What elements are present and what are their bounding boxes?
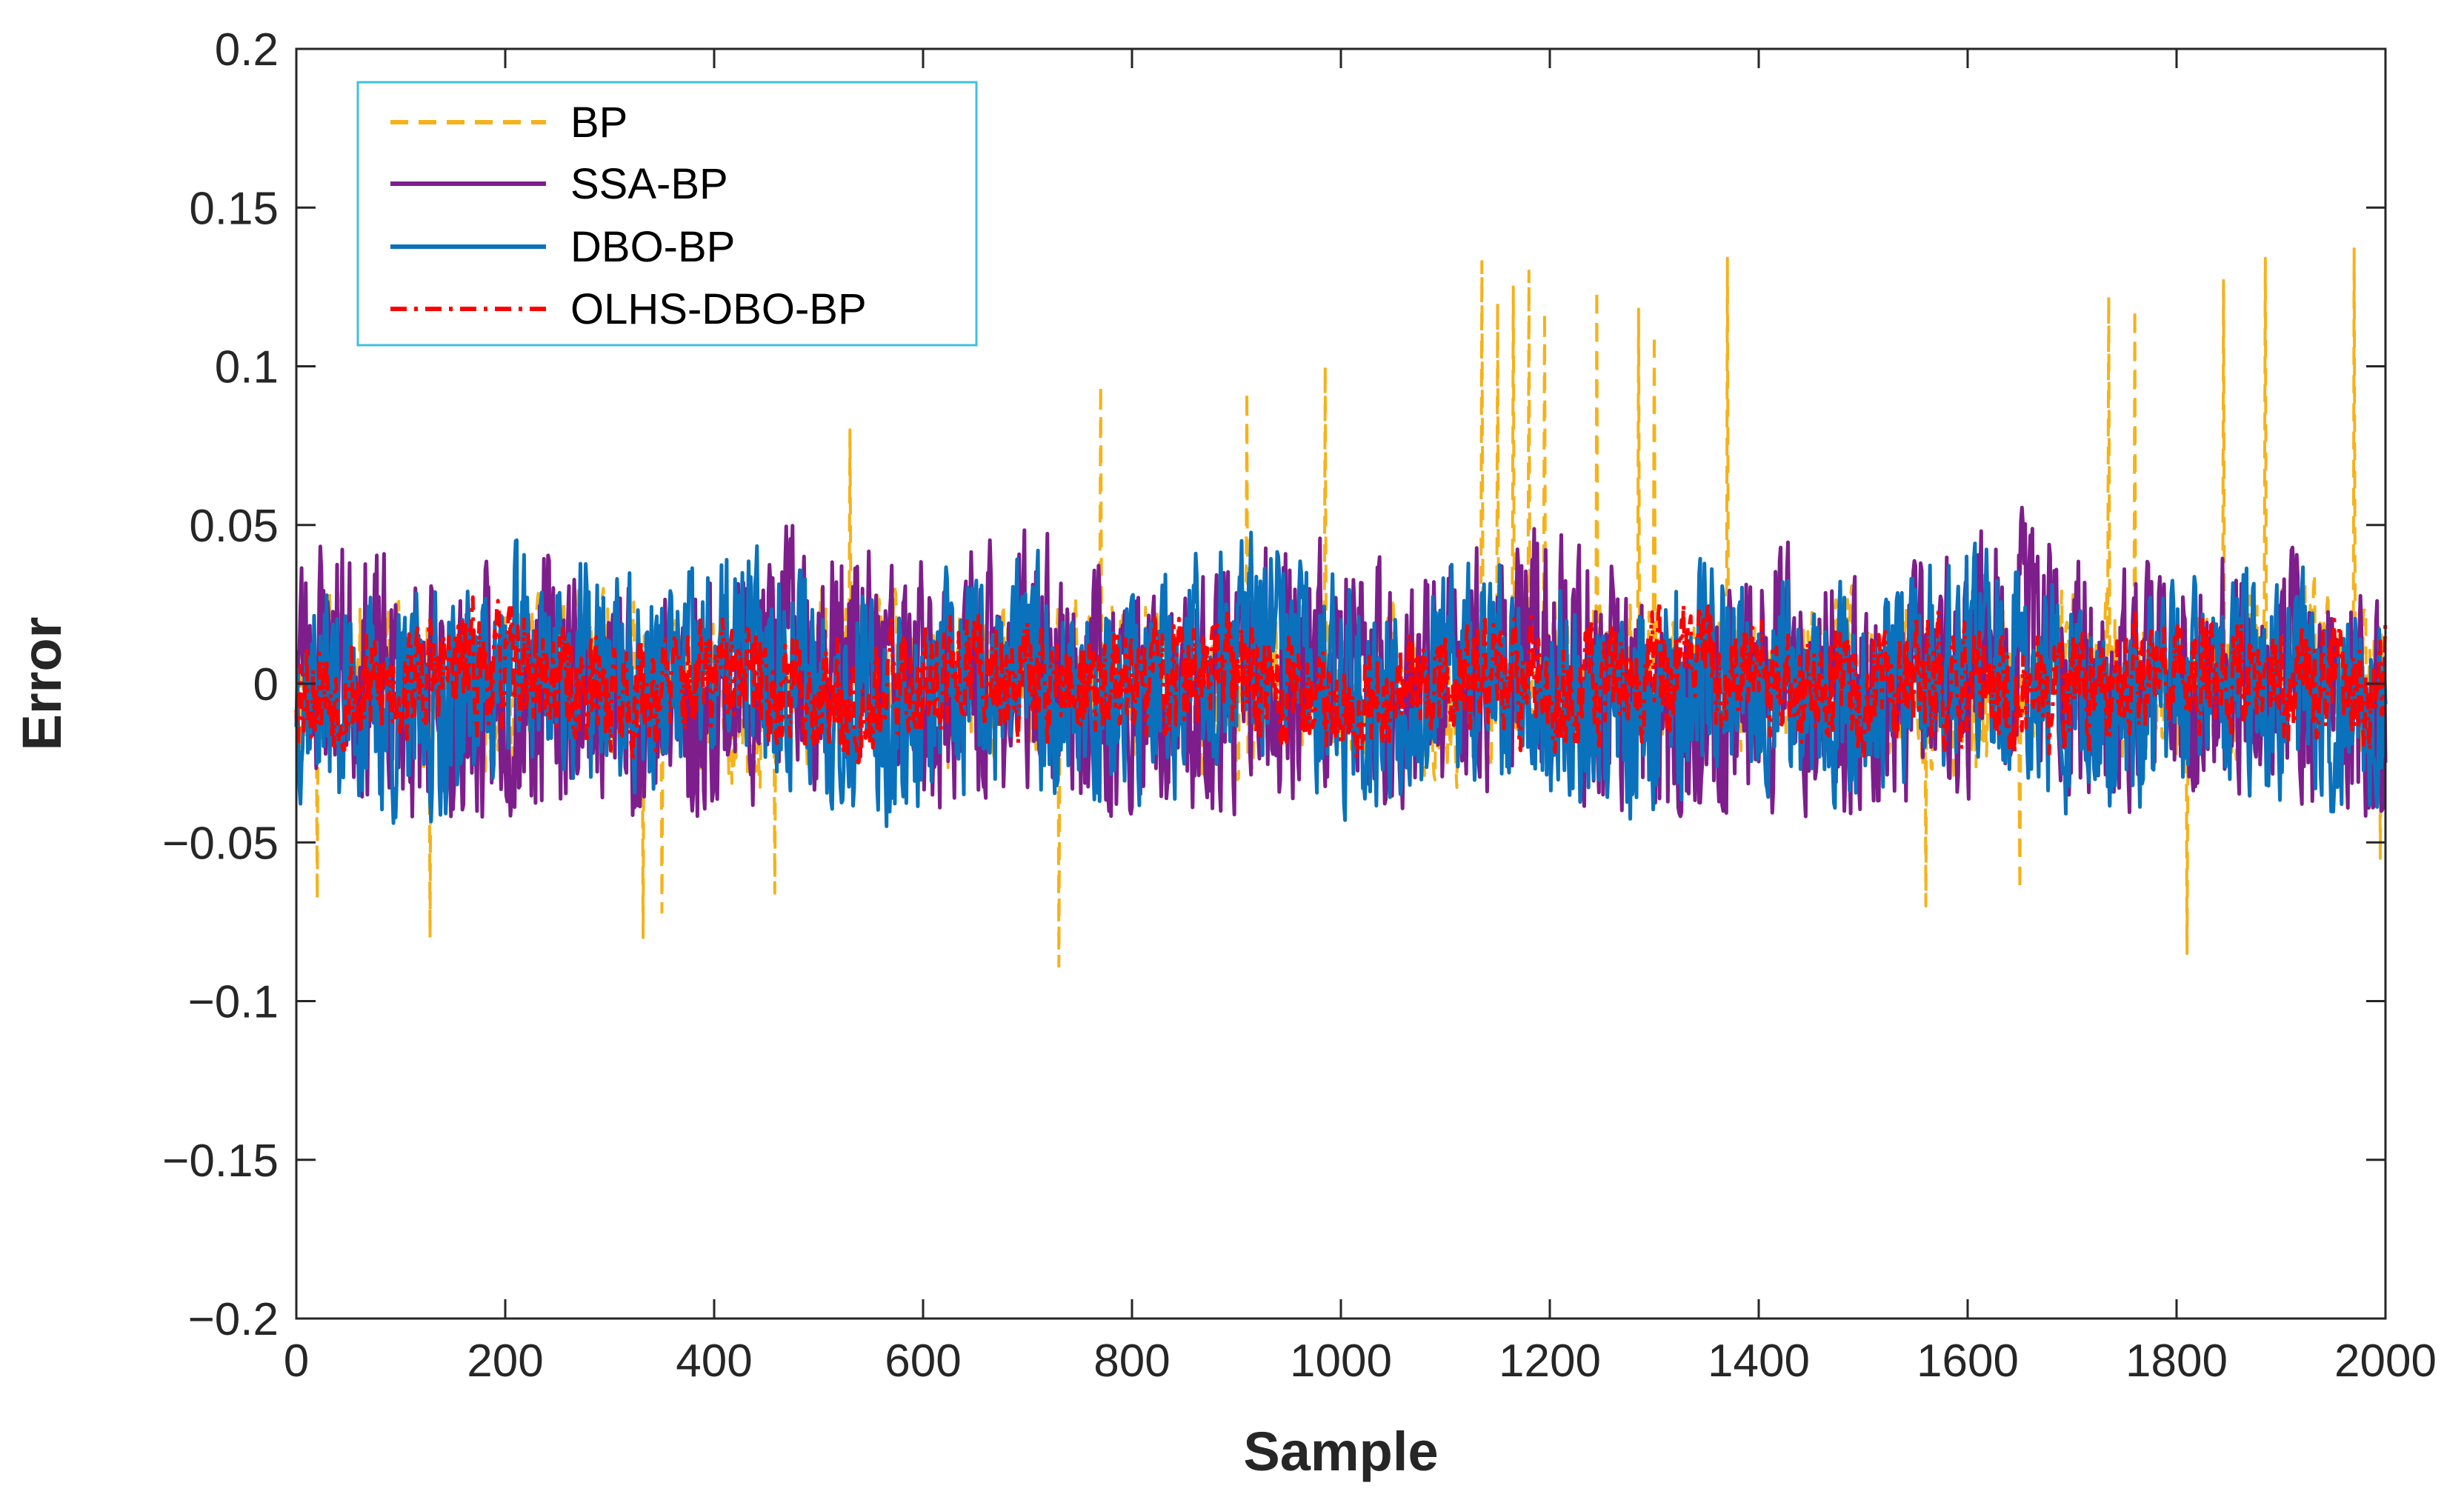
x-tick-label: 800 (1093, 1336, 1170, 1387)
series-layer (294, 247, 2388, 968)
series-line-olhs-dbo-bp (294, 595, 2388, 769)
legend-box (356, 81, 978, 347)
x-tick-label: 1000 (1290, 1336, 1392, 1387)
y-tick-label: 0 (253, 659, 279, 710)
y-tick-label: −0.05 (162, 818, 279, 869)
legend-label-dbo-bp: DBO-BP (570, 223, 735, 271)
legend-label-bp: BP (570, 99, 627, 147)
x-tick-label: 200 (467, 1336, 543, 1387)
legend: BP SSA-BP DBO-BP OLHS-DBO-BP (356, 81, 978, 347)
x-tick-label: 1200 (1499, 1336, 1601, 1387)
x-tick-label: 0 (284, 1336, 309, 1387)
x-tick-label: 1800 (2125, 1336, 2228, 1387)
y-tick-label: −0.2 (188, 1294, 279, 1345)
y-tick-label: −0.15 (162, 1136, 279, 1187)
series-line-ssa-bp (294, 505, 2388, 819)
legend-label-ssa-bp: SSA-BP (570, 160, 728, 208)
tick-layer: 0 200 400 600 800 1000 1200 1400 1600 1800 2000 −0.… (162, 24, 2437, 1387)
x-tick-label: 600 (885, 1336, 961, 1387)
x-tick-label: 2000 (2334, 1336, 2437, 1387)
y-tick-label: 0.15 (189, 183, 279, 234)
y-tick-label: 0.05 (189, 501, 279, 552)
x-axis-title: Sample (1243, 1421, 1438, 1482)
legend-label-olhs-dbo-bp: OLHS-DBO-BP (570, 285, 867, 333)
y-tick-label: −0.1 (188, 977, 279, 1028)
y-tick-label: 0.1 (215, 342, 279, 393)
x-tick-label: 1600 (1917, 1336, 2019, 1387)
y-axis-title: Error (11, 617, 73, 751)
y-tick-label: 0.2 (215, 24, 279, 76)
x-tick-label: 400 (676, 1336, 752, 1387)
x-tick-label: 1400 (1708, 1336, 1810, 1387)
